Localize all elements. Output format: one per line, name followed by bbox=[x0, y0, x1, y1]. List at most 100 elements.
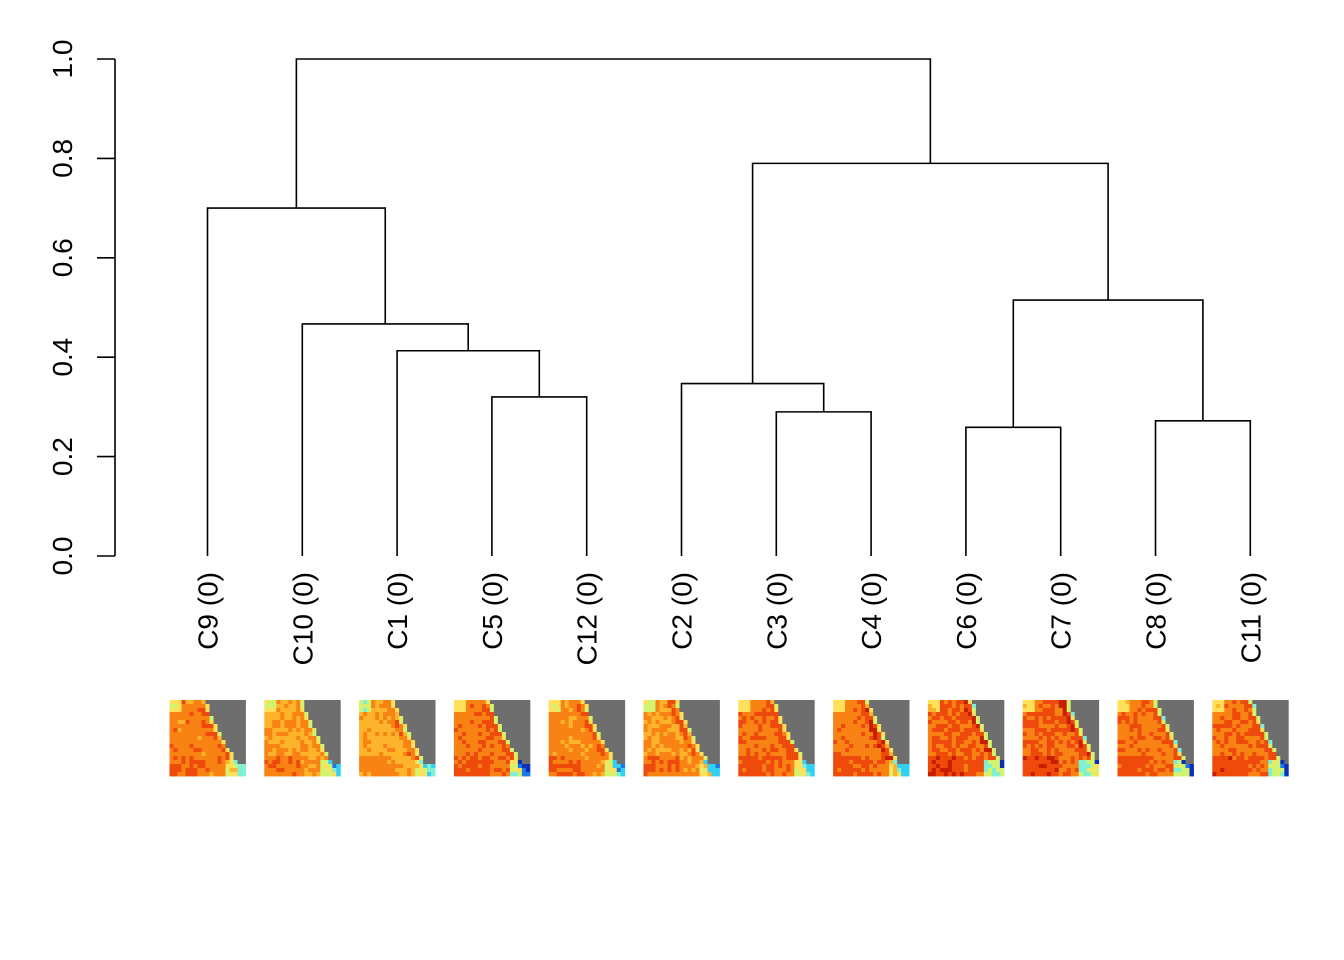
heatmap-cell bbox=[687, 704, 692, 709]
heatmap-cell bbox=[469, 712, 475, 717]
heatmap-cell bbox=[951, 756, 957, 761]
heatmap-cell bbox=[849, 740, 854, 745]
heatmap-cell bbox=[268, 716, 273, 721]
heatmap-cell bbox=[403, 740, 408, 745]
heatmap-cell bbox=[770, 736, 775, 741]
heatmap-cell bbox=[177, 764, 182, 769]
heatmap-cell bbox=[746, 720, 751, 725]
heatmap-cell bbox=[1149, 772, 1154, 777]
heatmap-cell bbox=[651, 708, 656, 713]
heatmap-cell bbox=[197, 716, 202, 721]
heatmap-cell bbox=[280, 724, 285, 729]
heatmap-cell bbox=[1042, 748, 1048, 753]
heatmap-cell bbox=[806, 760, 811, 765]
heatmap-cell bbox=[1212, 748, 1217, 753]
heatmap-cell bbox=[292, 760, 297, 765]
heatmap-cell bbox=[655, 736, 660, 741]
heatmap-cell bbox=[1256, 756, 1261, 761]
heatmap-cell bbox=[568, 708, 574, 713]
heatmap-cell bbox=[1137, 720, 1142, 725]
heatmap-cell bbox=[861, 700, 866, 705]
heatmap-cell bbox=[742, 772, 747, 777]
heatmap-cell bbox=[738, 700, 743, 705]
heatmap-cell bbox=[264, 764, 269, 769]
heatmap-cell bbox=[778, 768, 783, 773]
heatmap-cell bbox=[201, 760, 206, 765]
heatmap-cell bbox=[556, 772, 562, 777]
heatmap-cell bbox=[1161, 720, 1166, 725]
heatmap-cell bbox=[237, 740, 242, 745]
heatmap-cell bbox=[173, 720, 178, 725]
heatmap-cell bbox=[300, 700, 305, 705]
heatmap-cell bbox=[489, 756, 495, 761]
heatmap-cell bbox=[604, 752, 610, 757]
heatmap-cell bbox=[1264, 764, 1269, 769]
heatmap-cell bbox=[169, 772, 174, 777]
heatmap-cell bbox=[1062, 764, 1068, 769]
heatmap-cell bbox=[185, 716, 190, 721]
heatmap-cell bbox=[1153, 700, 1158, 705]
heatmap-cell bbox=[612, 732, 618, 737]
heatmap-cell bbox=[1157, 744, 1162, 749]
heatmap-cell bbox=[201, 748, 206, 753]
heatmap-cell bbox=[1070, 744, 1076, 749]
heatmap-cell bbox=[849, 712, 854, 717]
heatmap-cell bbox=[264, 760, 269, 765]
heatmap-cell bbox=[584, 748, 590, 753]
heatmap-cell bbox=[517, 748, 523, 753]
heatmap-cell bbox=[715, 744, 720, 749]
heatmap-cell bbox=[991, 760, 997, 765]
heatmap-cell bbox=[873, 768, 878, 773]
heatmap-cell bbox=[651, 728, 656, 733]
heatmap-cell bbox=[1216, 764, 1221, 769]
heatmap-cell bbox=[1046, 756, 1052, 761]
heatmap-cell bbox=[363, 752, 368, 757]
heatmap-cell bbox=[320, 736, 325, 741]
heatmap-cell bbox=[280, 716, 285, 721]
heatmap-cell bbox=[489, 708, 495, 713]
heatmap-cell bbox=[762, 740, 767, 745]
heatmap-cell bbox=[457, 720, 463, 725]
heatmap-cell bbox=[320, 748, 325, 753]
heatmap-cell bbox=[588, 736, 594, 741]
heatmap-cell bbox=[651, 736, 656, 741]
heatmap-cell bbox=[754, 700, 759, 705]
heatmap-cell bbox=[1268, 736, 1273, 741]
heatmap-cell bbox=[1248, 704, 1253, 709]
heatmap-cell bbox=[959, 728, 965, 733]
heatmap-cell bbox=[1260, 760, 1265, 765]
heatmap-cell bbox=[173, 744, 178, 749]
heatmap-cell bbox=[169, 732, 174, 737]
heatmap-cell bbox=[1038, 732, 1044, 737]
heatmap-cell bbox=[687, 760, 692, 765]
heatmap-cell bbox=[841, 728, 846, 733]
heatmap-cell bbox=[473, 752, 479, 757]
heatmap-cell bbox=[1264, 732, 1269, 737]
heatmap-cell bbox=[983, 748, 989, 753]
heatmap-cell bbox=[1244, 736, 1249, 741]
heatmap-cell bbox=[489, 724, 495, 729]
heatmap-cell bbox=[241, 740, 246, 745]
heatmap-cell bbox=[1165, 704, 1170, 709]
heatmap-cell bbox=[280, 740, 285, 745]
heatmap-cell bbox=[1260, 720, 1265, 725]
heatmap-cell bbox=[501, 772, 507, 777]
heatmap-thumbnails bbox=[169, 700, 1289, 777]
heatmap-cell bbox=[1086, 728, 1092, 733]
heatmap-cell bbox=[1240, 700, 1245, 705]
heatmap-cell bbox=[552, 764, 558, 769]
heatmap-cell bbox=[975, 764, 981, 769]
heatmap-cell bbox=[572, 740, 578, 745]
heatmap-cell bbox=[1062, 744, 1068, 749]
heatmap-cell bbox=[411, 744, 416, 749]
heatmap-cell bbox=[181, 764, 186, 769]
heatmap-cell bbox=[778, 772, 783, 777]
heatmap-cell bbox=[1157, 756, 1162, 761]
heatmap-cell bbox=[596, 764, 602, 769]
heatmap-cell bbox=[1078, 748, 1084, 753]
heatmap-cell bbox=[1137, 740, 1142, 745]
heatmap-cell bbox=[1157, 704, 1162, 709]
heatmap-cell bbox=[790, 712, 795, 717]
heatmap-cell bbox=[995, 760, 1001, 765]
heatmap-cell bbox=[221, 724, 226, 729]
